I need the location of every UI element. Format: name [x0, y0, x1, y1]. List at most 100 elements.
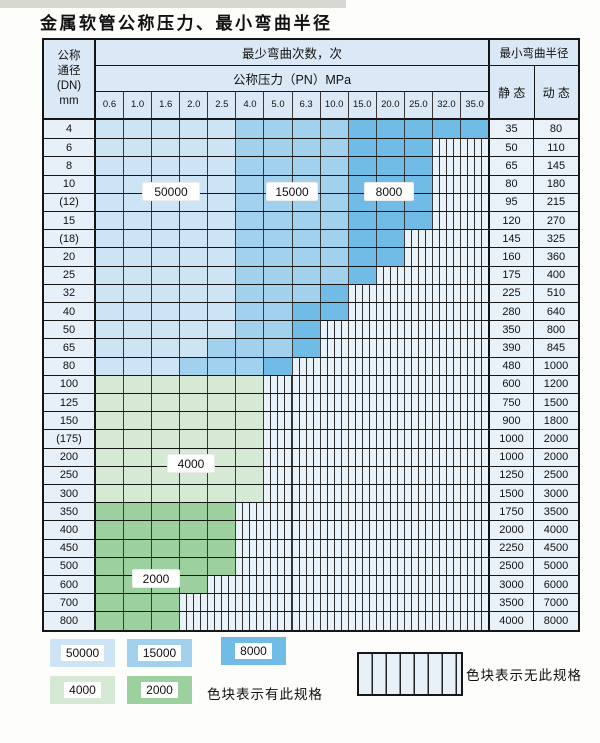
cell-4000 — [235, 394, 264, 412]
cell-no-spec — [263, 594, 292, 612]
dn-cell: 10 — [44, 175, 96, 193]
cell-15000 — [207, 339, 236, 357]
cell-no-spec — [375, 321, 404, 339]
cell-15000 — [235, 139, 264, 157]
cell-no-spec — [403, 485, 432, 503]
cell-50000 — [96, 212, 124, 230]
static-cell: 390 — [488, 339, 533, 357]
static-cell: 3500 — [488, 594, 533, 612]
table-row: 150 900 1800 — [44, 411, 578, 430]
dynamic-cell: 5000 — [533, 557, 578, 576]
cell-no-spec — [347, 557, 376, 576]
static-header: 静 态 — [498, 85, 526, 100]
cell-no-spec — [403, 612, 432, 630]
dynamic-cell: 4000 — [533, 521, 578, 539]
cell-15000 — [263, 284, 292, 303]
dn-cell: 50 — [44, 321, 96, 339]
cell-no-spec — [347, 339, 376, 357]
pressure-col-header: 2.0 — [179, 91, 207, 119]
dn-cell: 40 — [44, 303, 96, 321]
cell-no-spec — [431, 175, 461, 193]
cell-no-spec — [431, 466, 461, 485]
pressure-col-header: 15.0 — [347, 91, 376, 119]
cell-50000 — [96, 230, 124, 248]
cell-50000 — [179, 248, 208, 266]
cell-8000 — [375, 212, 404, 230]
cell-no-spec — [235, 557, 264, 576]
cell-no-spec — [431, 503, 461, 521]
radius-header: 最小弯曲半径 — [490, 40, 578, 66]
cell-no-spec — [403, 339, 432, 357]
cell-no-spec — [319, 412, 348, 430]
cell-50000 — [96, 120, 124, 139]
cell-50000 — [96, 193, 124, 212]
cell-8000 — [291, 321, 320, 339]
pressure-col-headers: 0.6 1.0 1.6 2.0 2.5 4.0 5.0 6.3 10.0 15.0 20.0 25.0… — [96, 91, 488, 119]
cell-2000 — [96, 594, 124, 612]
cell-no-spec — [431, 230, 461, 248]
cell-2000 — [96, 539, 124, 557]
cell-no-spec — [319, 521, 348, 539]
cell-no-spec — [347, 357, 376, 375]
pressure-cells — [96, 612, 489, 630]
cell-50000 — [179, 321, 208, 339]
pressure-cells — [96, 157, 489, 175]
cell-15000 — [235, 157, 264, 175]
cell-no-spec — [431, 157, 461, 175]
cell-no-spec — [460, 448, 489, 466]
cell-no-spec — [431, 193, 461, 212]
cell-15000 — [291, 248, 320, 266]
cell-50000 — [123, 120, 152, 139]
static-cell: 350 — [488, 321, 533, 339]
cell-15000 — [291, 139, 320, 157]
legend-no-spec-label: 色块表示无此规格 — [466, 668, 582, 683]
cell-50000 — [123, 248, 152, 266]
dn-cell: 25 — [44, 266, 96, 284]
cell-no-spec — [375, 430, 404, 448]
cell-15000 — [235, 284, 264, 303]
cell-no-spec — [347, 321, 376, 339]
cell-50000 — [96, 339, 124, 357]
static-cell: 1500 — [488, 485, 533, 503]
cell-no-spec — [319, 557, 348, 576]
cell-no-spec — [347, 375, 376, 394]
cell-no-spec — [460, 266, 489, 284]
cell-8000 — [375, 139, 404, 157]
cell-no-spec — [375, 539, 404, 557]
cell-no-spec — [319, 448, 348, 466]
dynamic-cell: 400 — [533, 266, 578, 284]
cell-2000 — [179, 539, 208, 557]
cell-15000 — [319, 120, 348, 139]
dynamic-cell: 270 — [533, 212, 578, 230]
dn-cell: 600 — [44, 576, 96, 594]
cell-no-spec — [403, 594, 432, 612]
cell-15000 — [319, 193, 348, 212]
cell-no-spec — [403, 466, 432, 485]
cell-50000 — [207, 230, 236, 248]
cell-15000 — [207, 357, 236, 375]
cell-15000 — [263, 321, 292, 339]
cell-no-spec — [431, 212, 461, 230]
cell-4000 — [235, 448, 264, 466]
dynamic-cell: 845 — [533, 339, 578, 357]
cell-4000 — [151, 430, 180, 448]
cell-4000 — [207, 394, 236, 412]
cell-2000 — [123, 503, 152, 521]
dn-cell: 350 — [44, 503, 96, 521]
legend-swatch-label: 4000 — [64, 682, 101, 698]
cell-no-spec — [431, 303, 461, 321]
cell-4000 — [123, 394, 152, 412]
cell-4000 — [96, 375, 124, 394]
legend-swatch-label: 2000 — [141, 682, 178, 698]
table-row: 100 600 1200 — [44, 374, 578, 394]
cell-2000 — [123, 539, 152, 557]
table-row: 8 65 145 — [44, 156, 578, 175]
cell-no-spec — [375, 412, 404, 430]
cell-15000 — [319, 248, 348, 266]
cell-4000 — [179, 394, 208, 412]
legend-has-spec-label: 色块表示有此规格 — [207, 687, 323, 702]
cell-50000 — [179, 212, 208, 230]
cell-no-spec — [431, 594, 461, 612]
cell-2000 — [179, 576, 208, 594]
cell-4000 — [151, 394, 180, 412]
